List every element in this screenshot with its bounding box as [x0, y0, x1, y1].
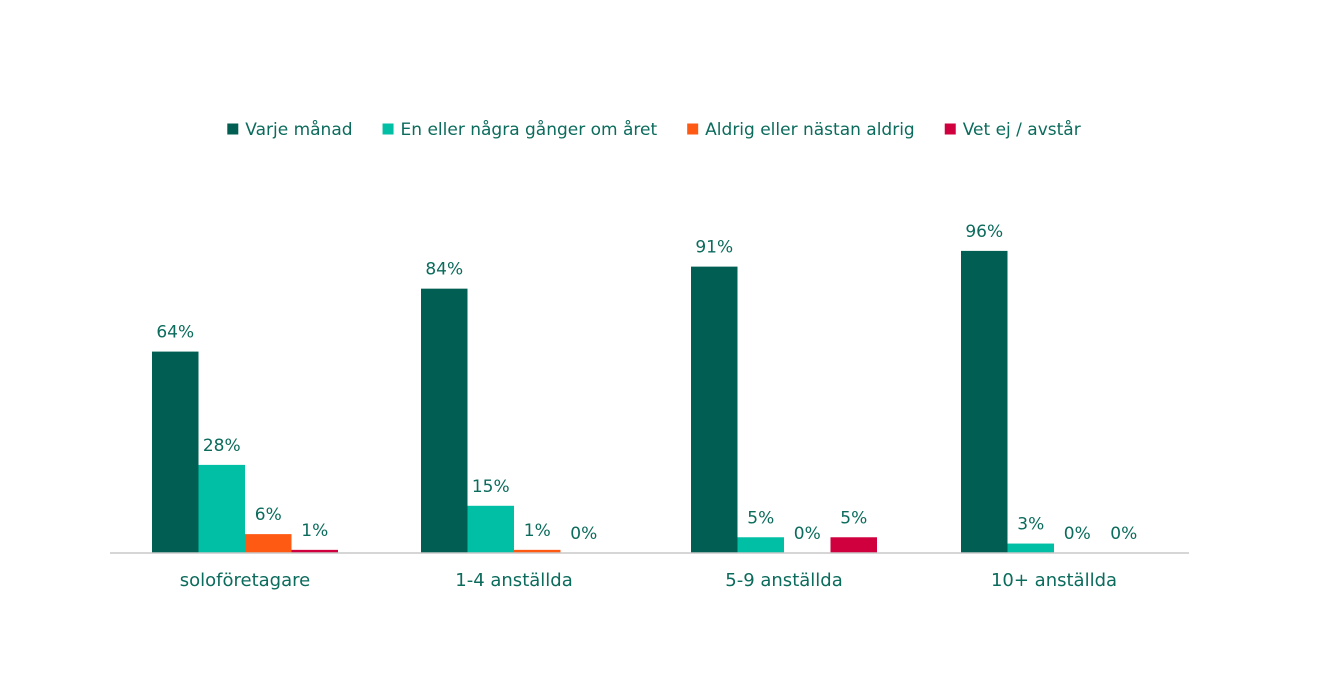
data-label: 1% [524, 521, 551, 541]
category-label: 1-4 anställda [455, 570, 572, 591]
legend-swatch [382, 123, 394, 135]
category-labels: soloföretagare 1-4 anställda 5-9 anställda… [180, 570, 1117, 591]
data-label: 0% [1064, 524, 1091, 544]
bar [152, 351, 199, 553]
data-label: 3% [1017, 515, 1044, 535]
legend-label: En eller några gånger om året [401, 119, 658, 140]
data-label: 28% [203, 436, 241, 456]
bar [830, 537, 877, 553]
bar [291, 549, 338, 553]
bar [691, 266, 738, 553]
legend-swatch [227, 123, 239, 135]
data-label: 5% [840, 508, 867, 528]
bar [961, 250, 1008, 553]
data-label: 64% [156, 323, 194, 343]
legend-item: Varje månad [227, 119, 353, 140]
bar [198, 464, 245, 553]
legend-label: Varje månad [245, 119, 352, 140]
data-label: 6% [255, 505, 282, 525]
category-label: 10+ anställda [991, 570, 1117, 591]
data-label: 15% [472, 477, 510, 497]
bar [421, 288, 468, 553]
value-labels: 64% 28% 6% 1% 84% 15% 1% 0% 91% 5% 0% 5% 96% 3% 0% 0% [156, 222, 1137, 544]
bar [737, 537, 784, 553]
data-label: 96% [965, 222, 1003, 242]
data-label: 91% [695, 238, 733, 258]
legend: Varje månad En eller några gånger om året… [227, 119, 1081, 140]
data-label: 1% [301, 521, 328, 541]
legend-label: Aldrig eller nästan aldrig [705, 120, 915, 140]
bar [1007, 543, 1054, 553]
bar [245, 534, 292, 553]
data-label: 5% [747, 508, 774, 528]
legend-item: Vet ej / avstår [944, 119, 1081, 140]
legend-item: En eller några gånger om året [382, 119, 658, 140]
category-label: soloföretagare [180, 570, 310, 591]
legend-label: Vet ej / avstår [963, 119, 1081, 140]
bar [514, 549, 561, 553]
data-label: 0% [570, 524, 597, 544]
bar [467, 505, 514, 553]
data-label: 0% [1110, 524, 1137, 544]
data-label: 84% [425, 260, 463, 280]
category-label: 5-9 anställda [725, 570, 842, 591]
legend-swatch [944, 123, 956, 135]
legend-item: Aldrig eller nästan aldrig [687, 120, 915, 140]
legend-swatch [687, 123, 699, 135]
data-label: 0% [794, 524, 821, 544]
bars [152, 250, 1054, 553]
